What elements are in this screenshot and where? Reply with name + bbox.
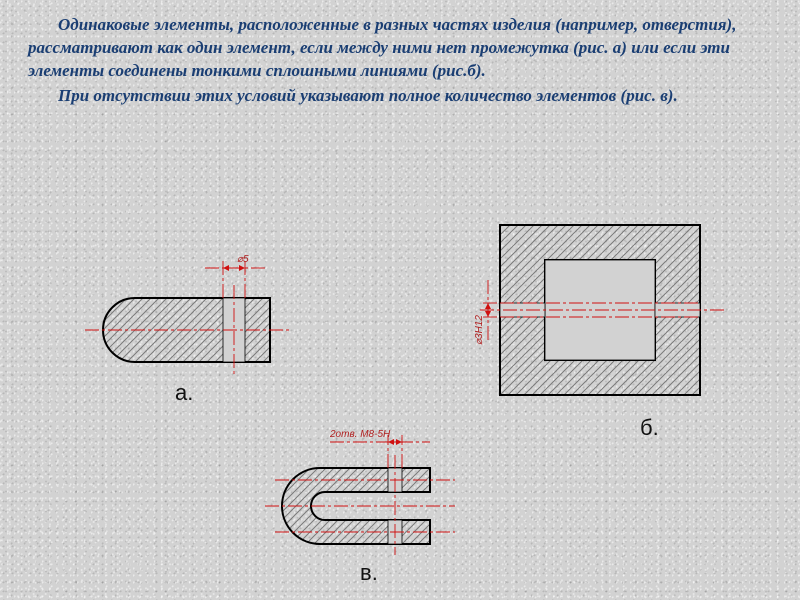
figure-v: 2отв. М8-5Н: [230, 420, 510, 570]
paragraph-1: Одинаковые элементы, расположенные в раз…: [28, 14, 780, 83]
dimension-a: ⌀5: [237, 254, 249, 265]
figure-a: ⌀5: [65, 240, 305, 400]
label-v: в.: [360, 560, 378, 586]
figure-b: ⌀3H12: [455, 200, 745, 430]
label-a: а.: [175, 380, 193, 406]
body-text: Одинаковые элементы, расположенные в раз…: [28, 14, 780, 110]
dimension-b: ⌀3H12: [474, 315, 485, 345]
paragraph-2: При отсутствии этих условий указывают по…: [28, 85, 780, 108]
label-b: б.: [640, 415, 659, 441]
dimension-v: 2отв. М8-5Н: [329, 429, 391, 440]
